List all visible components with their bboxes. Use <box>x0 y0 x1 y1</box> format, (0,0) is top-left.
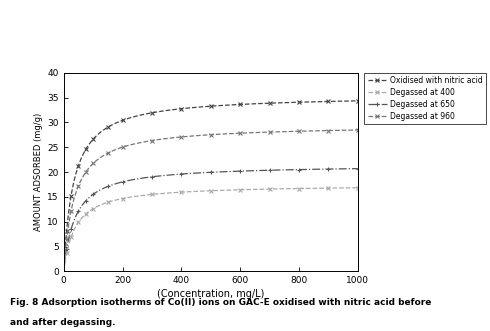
Legend: Oxidised with nitric acid, Degassed at 400, Degassed at 650, Degassed at 960: Oxidised with nitric acid, Degassed at 4… <box>365 73 486 124</box>
Text: Fig. 8 Adsorption isotherms of Co(II) ions on GAC-E oxidised with nitric acid be: Fig. 8 Adsorption isotherms of Co(II) io… <box>10 298 431 307</box>
Y-axis label: AMOUNT ADSORBED (mg/g): AMOUNT ADSORBED (mg/g) <box>34 113 43 231</box>
X-axis label: (Concentration, mg/L): (Concentration, mg/L) <box>157 289 265 300</box>
Text: and after degassing.: and after degassing. <box>10 318 115 327</box>
